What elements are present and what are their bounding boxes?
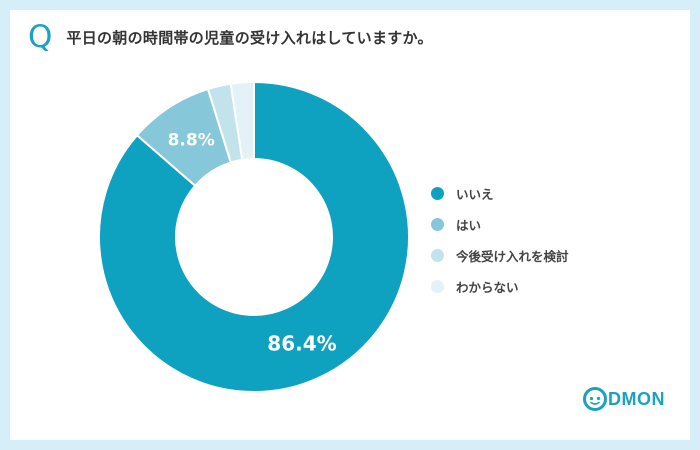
legend-item: わからない	[431, 271, 569, 302]
legend-swatch	[431, 218, 444, 231]
chart-legend: いいえはい今後受け入れを検討 わからない	[431, 178, 569, 302]
legend-item: いいえ	[431, 178, 569, 209]
codmon-logo-icon	[583, 387, 607, 411]
data-label-2: 8.8%	[168, 131, 215, 151]
legend-label: はい	[456, 218, 482, 233]
brand-logo: DMON	[583, 387, 665, 411]
legend-label: いいえ	[456, 187, 494, 202]
q-icon: Q	[28, 19, 53, 55]
question-text: 平日の朝の時間帯の児童の受け入れはしていますか。	[66, 29, 433, 47]
donut-slices	[98, 80, 410, 393]
slice-1	[98, 80, 410, 393]
brand-logo-text: DMON	[608, 388, 665, 409]
question-header: Q 平日の朝の時間帯の児童の受け入れはしていますか。	[28, 22, 433, 53]
legend-swatch	[431, 280, 444, 293]
legend-swatch	[431, 249, 444, 262]
legend-swatch	[431, 187, 444, 200]
legend-label: 今後受け入れを検討	[456, 249, 569, 264]
legend-item: 今後受け入れを検討	[431, 240, 569, 271]
legend-label: わからない	[456, 280, 519, 295]
data-label-1: 86.4%	[267, 332, 336, 356]
legend-item: はい	[431, 209, 569, 240]
slice-4	[229, 80, 255, 162]
donut-data-labels: 86.4% 8.8%	[168, 131, 337, 356]
